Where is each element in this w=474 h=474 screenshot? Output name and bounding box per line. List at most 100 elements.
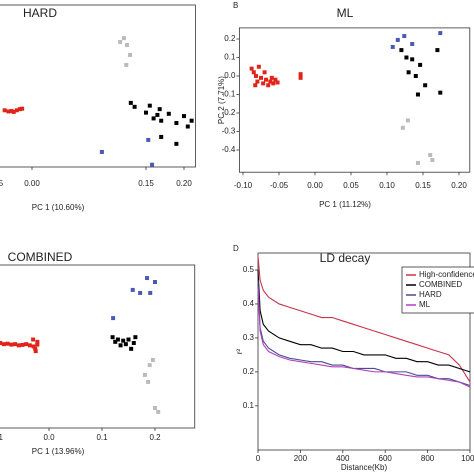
point xyxy=(428,152,433,157)
x-tick-label: 0.00 xyxy=(24,179,40,188)
point xyxy=(123,342,128,347)
point xyxy=(189,118,194,123)
point xyxy=(31,337,36,342)
point xyxy=(404,55,409,60)
point xyxy=(6,109,11,114)
point xyxy=(399,48,404,53)
point xyxy=(31,344,36,349)
plot-frame xyxy=(0,4,196,168)
panel-title: LD decay xyxy=(320,251,371,265)
point xyxy=(11,109,16,114)
point xyxy=(166,111,171,116)
point xyxy=(435,48,440,53)
point xyxy=(115,337,120,342)
point xyxy=(130,287,135,292)
point xyxy=(1,342,6,347)
x-tick-label: 0.1 xyxy=(96,433,108,442)
ld-line xyxy=(257,286,471,388)
point xyxy=(406,70,411,75)
x-tick-label: -0.10 xyxy=(234,181,253,190)
x-tick-label: 0.15 xyxy=(415,181,431,190)
x-axis-label: PC 1 (10.60%) xyxy=(32,203,85,212)
point xyxy=(118,40,123,45)
point xyxy=(16,343,21,348)
point xyxy=(273,77,278,82)
point xyxy=(121,338,126,343)
point xyxy=(155,112,160,117)
point xyxy=(33,349,38,354)
point xyxy=(271,81,276,86)
x-axis-label: Distance(Kb) xyxy=(341,463,388,472)
point xyxy=(255,79,260,84)
point xyxy=(5,341,10,346)
point xyxy=(121,36,126,41)
point xyxy=(125,43,129,48)
point xyxy=(118,343,123,348)
point xyxy=(129,346,134,351)
point xyxy=(249,66,254,71)
point xyxy=(174,121,179,126)
point xyxy=(113,339,118,344)
point xyxy=(182,114,186,119)
point xyxy=(153,279,157,284)
point xyxy=(262,70,267,75)
point xyxy=(147,363,152,368)
point xyxy=(14,108,19,113)
y-tick-label: 0.5 xyxy=(243,265,255,274)
point xyxy=(20,106,25,111)
point xyxy=(111,316,116,321)
x-tick-label: 0 xyxy=(256,454,261,463)
point xyxy=(423,83,428,88)
y-tick-label: 0.1 xyxy=(243,401,255,410)
y-tick-label: -0.4 xyxy=(222,145,236,154)
point xyxy=(415,92,420,97)
point xyxy=(131,341,136,346)
panel-letter: B xyxy=(233,1,238,10)
point xyxy=(145,276,150,281)
legend-label: HARD xyxy=(419,290,442,299)
point xyxy=(146,379,151,384)
point xyxy=(35,339,40,344)
ld-line xyxy=(257,256,471,383)
panel-title: HARD xyxy=(23,6,57,20)
point xyxy=(9,108,14,113)
y-tick-label: 0.2 xyxy=(224,34,236,43)
point xyxy=(410,41,415,46)
point xyxy=(148,290,153,295)
legend-label: High-confidence xyxy=(419,270,474,279)
x-tick-label: 800 xyxy=(421,454,435,463)
ld-line xyxy=(257,269,471,373)
point xyxy=(438,31,443,36)
y-axis-label: r² xyxy=(235,349,244,355)
point xyxy=(110,335,115,340)
point xyxy=(159,118,164,123)
y-tick-label: 0.0 xyxy=(224,71,236,80)
point xyxy=(128,100,133,105)
point xyxy=(259,75,263,80)
panel-letter: D xyxy=(233,244,239,253)
x-tick-label: 0.00 xyxy=(307,181,323,190)
x-axis-label: PC 1 (11.12%) xyxy=(319,200,371,209)
point xyxy=(402,34,407,39)
x-tick-label: 200 xyxy=(294,454,308,463)
panel-title: COMBINED xyxy=(8,250,73,264)
point xyxy=(138,290,143,295)
point xyxy=(20,342,25,347)
point xyxy=(150,162,155,167)
point xyxy=(147,103,152,108)
x-tick-label: 600 xyxy=(379,454,393,463)
point xyxy=(144,110,148,115)
point xyxy=(150,358,155,363)
point xyxy=(253,74,258,78)
point xyxy=(132,104,137,109)
point xyxy=(418,62,423,67)
legend-label: ML xyxy=(419,300,431,309)
point xyxy=(390,44,395,49)
point xyxy=(266,83,271,88)
x-tick-label: -0.05 xyxy=(0,179,4,188)
point xyxy=(261,81,266,86)
point xyxy=(415,160,420,165)
point xyxy=(99,149,104,154)
legend-label: COMBINED xyxy=(419,280,462,289)
